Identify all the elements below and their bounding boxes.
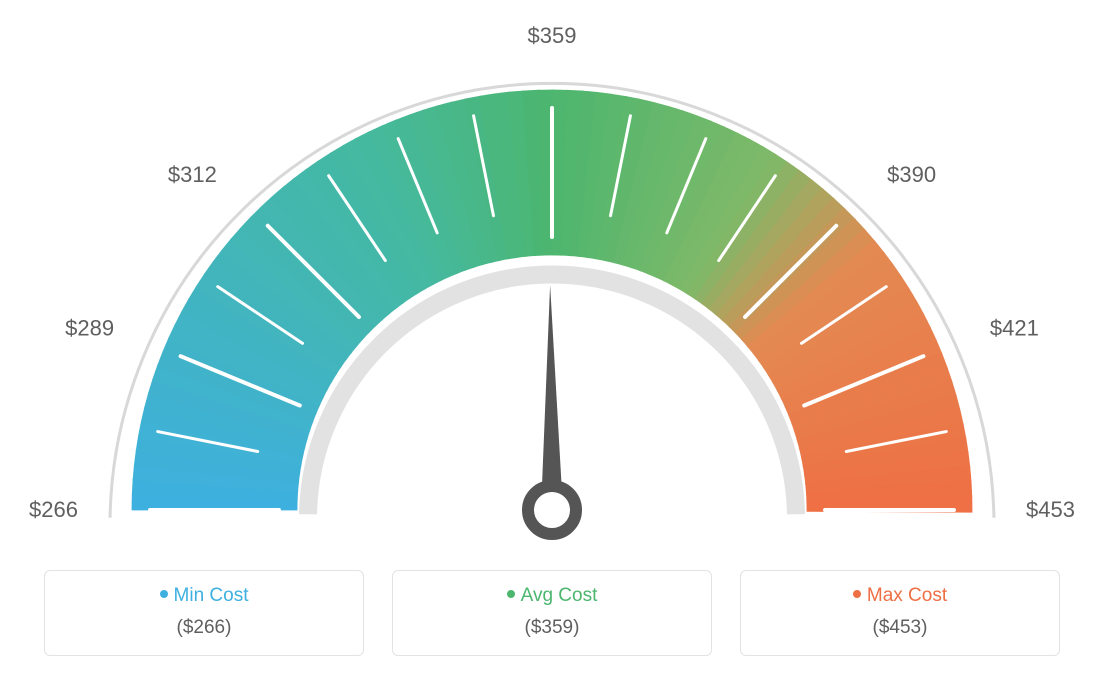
legend-row: Min Cost ($266) Avg Cost ($359) Max Cost… <box>0 570 1104 656</box>
gauge-svg: $266 $289 $312 $359 $390 $421 $453 <box>0 0 1104 560</box>
legend-label: Min Cost <box>174 585 249 606</box>
gauge-chart: $266 $289 $312 $359 $390 $421 $453 <box>0 0 1104 560</box>
gauge-tick-label: $289 <box>65 316 114 341</box>
legend-value-avg: ($359) <box>403 617 701 639</box>
legend-value-max: ($453) <box>751 617 1049 639</box>
legend-card-min: Min Cost ($266) <box>44 570 364 656</box>
gauge-tick-label: $390 <box>887 162 936 187</box>
legend-title-avg: Avg Cost <box>403 585 701 607</box>
legend-value-min: ($266) <box>55 617 353 639</box>
legend-label: Max Cost <box>867 585 947 606</box>
legend-card-avg: Avg Cost ($359) <box>392 570 712 656</box>
gauge-tick-label: $266 <box>29 497 78 522</box>
dot-icon <box>507 590 515 598</box>
legend-title-max: Max Cost <box>751 585 1049 607</box>
dot-icon <box>853 590 861 598</box>
gauge-tick-label: $312 <box>168 162 217 187</box>
gauge-tick-label: $453 <box>1026 497 1075 522</box>
legend-label: Avg Cost <box>521 585 598 606</box>
gauge-tick-label: $359 <box>528 23 577 48</box>
legend-card-max: Max Cost ($453) <box>740 570 1060 656</box>
dot-icon <box>160 590 168 598</box>
legend-title-min: Min Cost <box>55 585 353 607</box>
gauge-tick-label: $421 <box>990 316 1039 341</box>
